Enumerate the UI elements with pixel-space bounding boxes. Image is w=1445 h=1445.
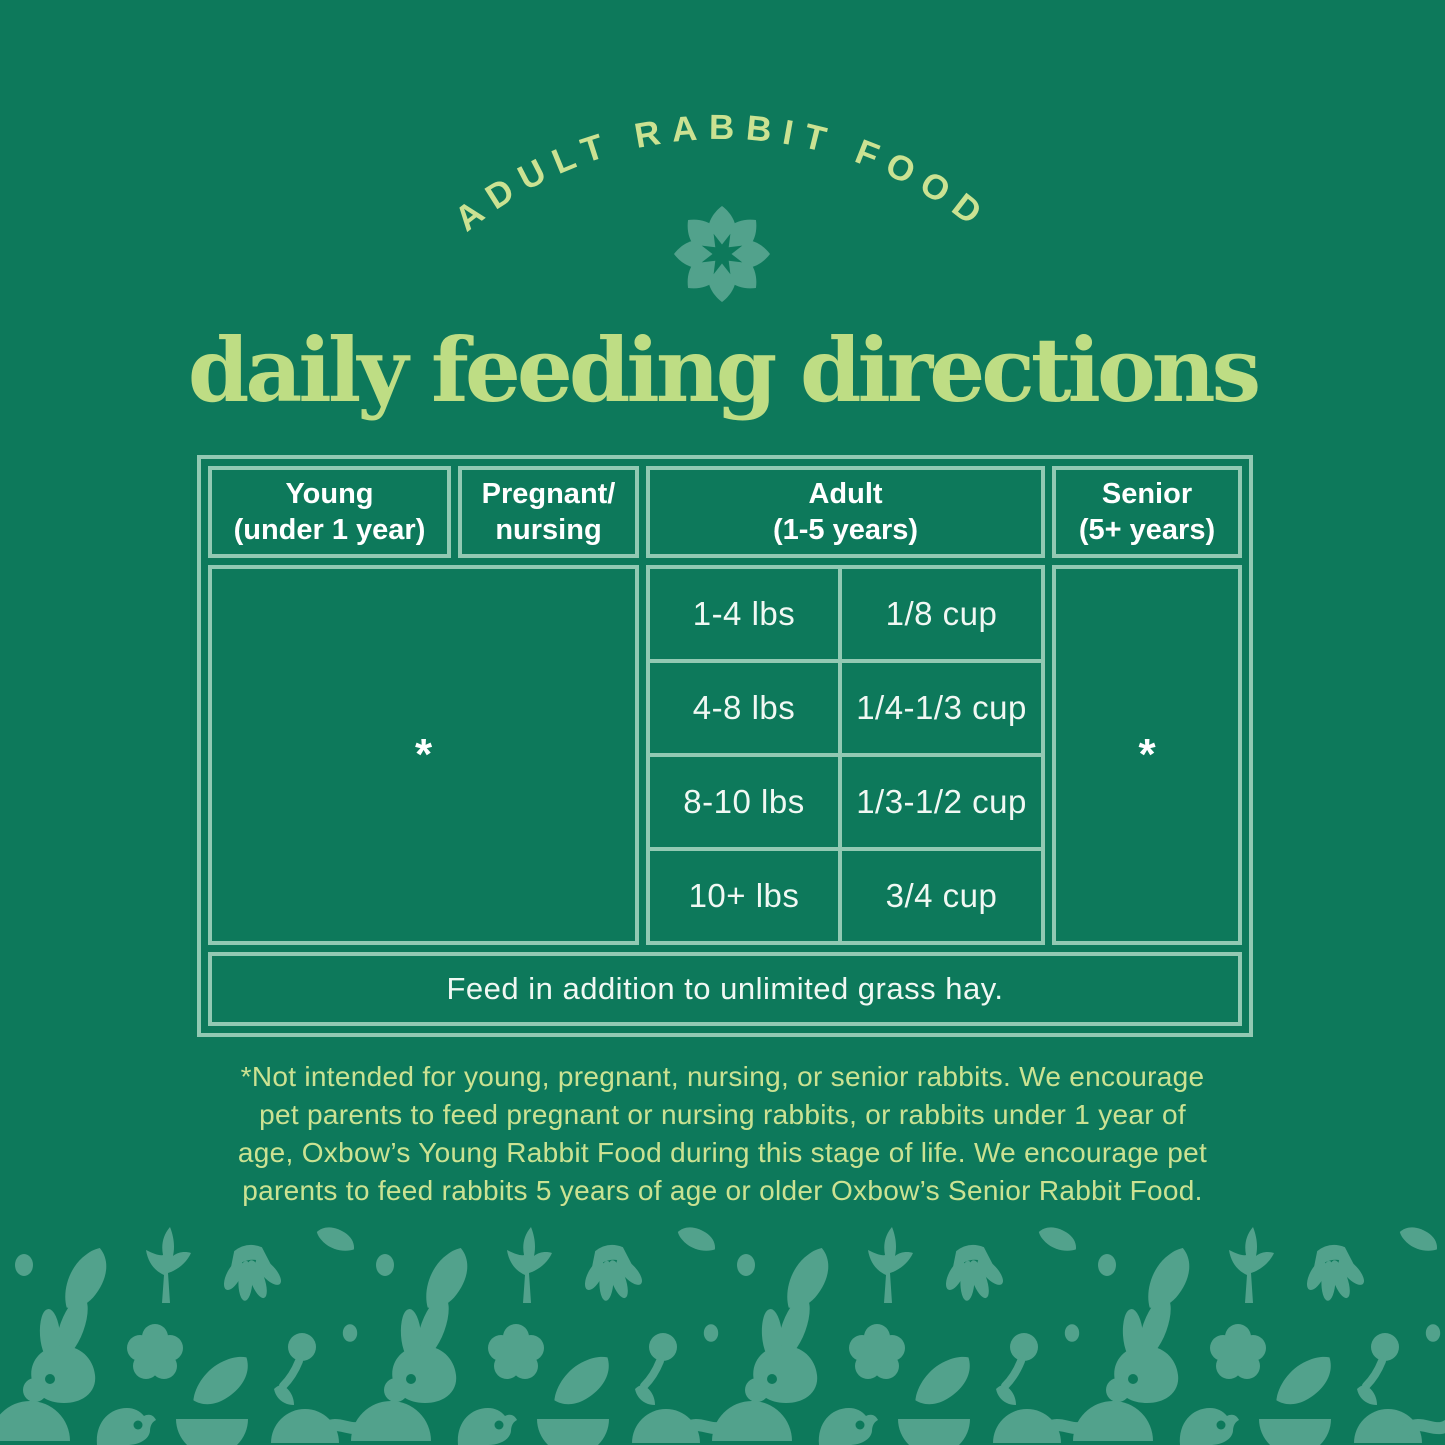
young-pregnant-cell: *: [208, 565, 639, 945]
header-subtitle: (under 1 year): [233, 514, 426, 546]
footnote-line: pet parents to feed pregnant or nursing …: [259, 1099, 1186, 1130]
weight-cell: 10+ lbs: [650, 851, 838, 941]
column-header-adult: Adult (1-5 years): [646, 466, 1045, 558]
column-header-pregnant-nursing: Pregnant/ nursing: [458, 466, 639, 558]
weight-cell: 4-8 lbs: [650, 663, 838, 753]
flower-icon: [674, 206, 770, 302]
adult-feeding-grid: 1-4 lbs 1/8 cup 4-8 lbs 1/4-1/3 cup 8-10…: [646, 565, 1045, 945]
header-title: Pregnant/: [481, 478, 616, 510]
header-subtitle: (1-5 years): [772, 514, 919, 546]
header-subtitle: nursing: [495, 514, 602, 546]
header-title: Senior: [1101, 478, 1193, 510]
amount-cell: 1/3-1/2 cup: [842, 757, 1041, 847]
footnote-line: *Not intended for young, pregnant, nursi…: [240, 1061, 1205, 1092]
header-title: Young: [285, 478, 374, 510]
header-subtitle: (5+ years): [1078, 514, 1216, 546]
amount-cell: 3/4 cup: [842, 851, 1041, 941]
weight-cell: 1-4 lbs: [650, 569, 838, 659]
senior-cell: *: [1052, 565, 1242, 945]
footnote-line: parents to feed rabbits 5 years of age o…: [242, 1175, 1203, 1206]
footnote: *Not intended for young, pregnant, nursi…: [0, 1058, 1445, 1210]
amount-cell: 1/8 cup: [842, 569, 1041, 659]
feeding-table: Young (under 1 year) Pregnant/ nursing A…: [197, 455, 1253, 1037]
page-title: daily feeding directions: [187, 318, 1261, 422]
header-title: Adult: [808, 478, 883, 510]
table-footer-row: Feed in addition to unlimited grass hay.: [208, 952, 1242, 1026]
decorative-pattern: [0, 1213, 1445, 1445]
column-header-young: Young (under 1 year): [208, 466, 451, 558]
hay-note: Feed in addition to unlimited grass hay.: [446, 971, 1004, 1006]
weight-cell: 8-10 lbs: [650, 757, 838, 847]
footnote-line: age, Oxbow’s Young Rabbit Food during th…: [237, 1137, 1208, 1168]
column-header-senior: Senior (5+ years): [1052, 466, 1242, 558]
amount-cell: 1/4-1/3 cup: [842, 663, 1041, 753]
